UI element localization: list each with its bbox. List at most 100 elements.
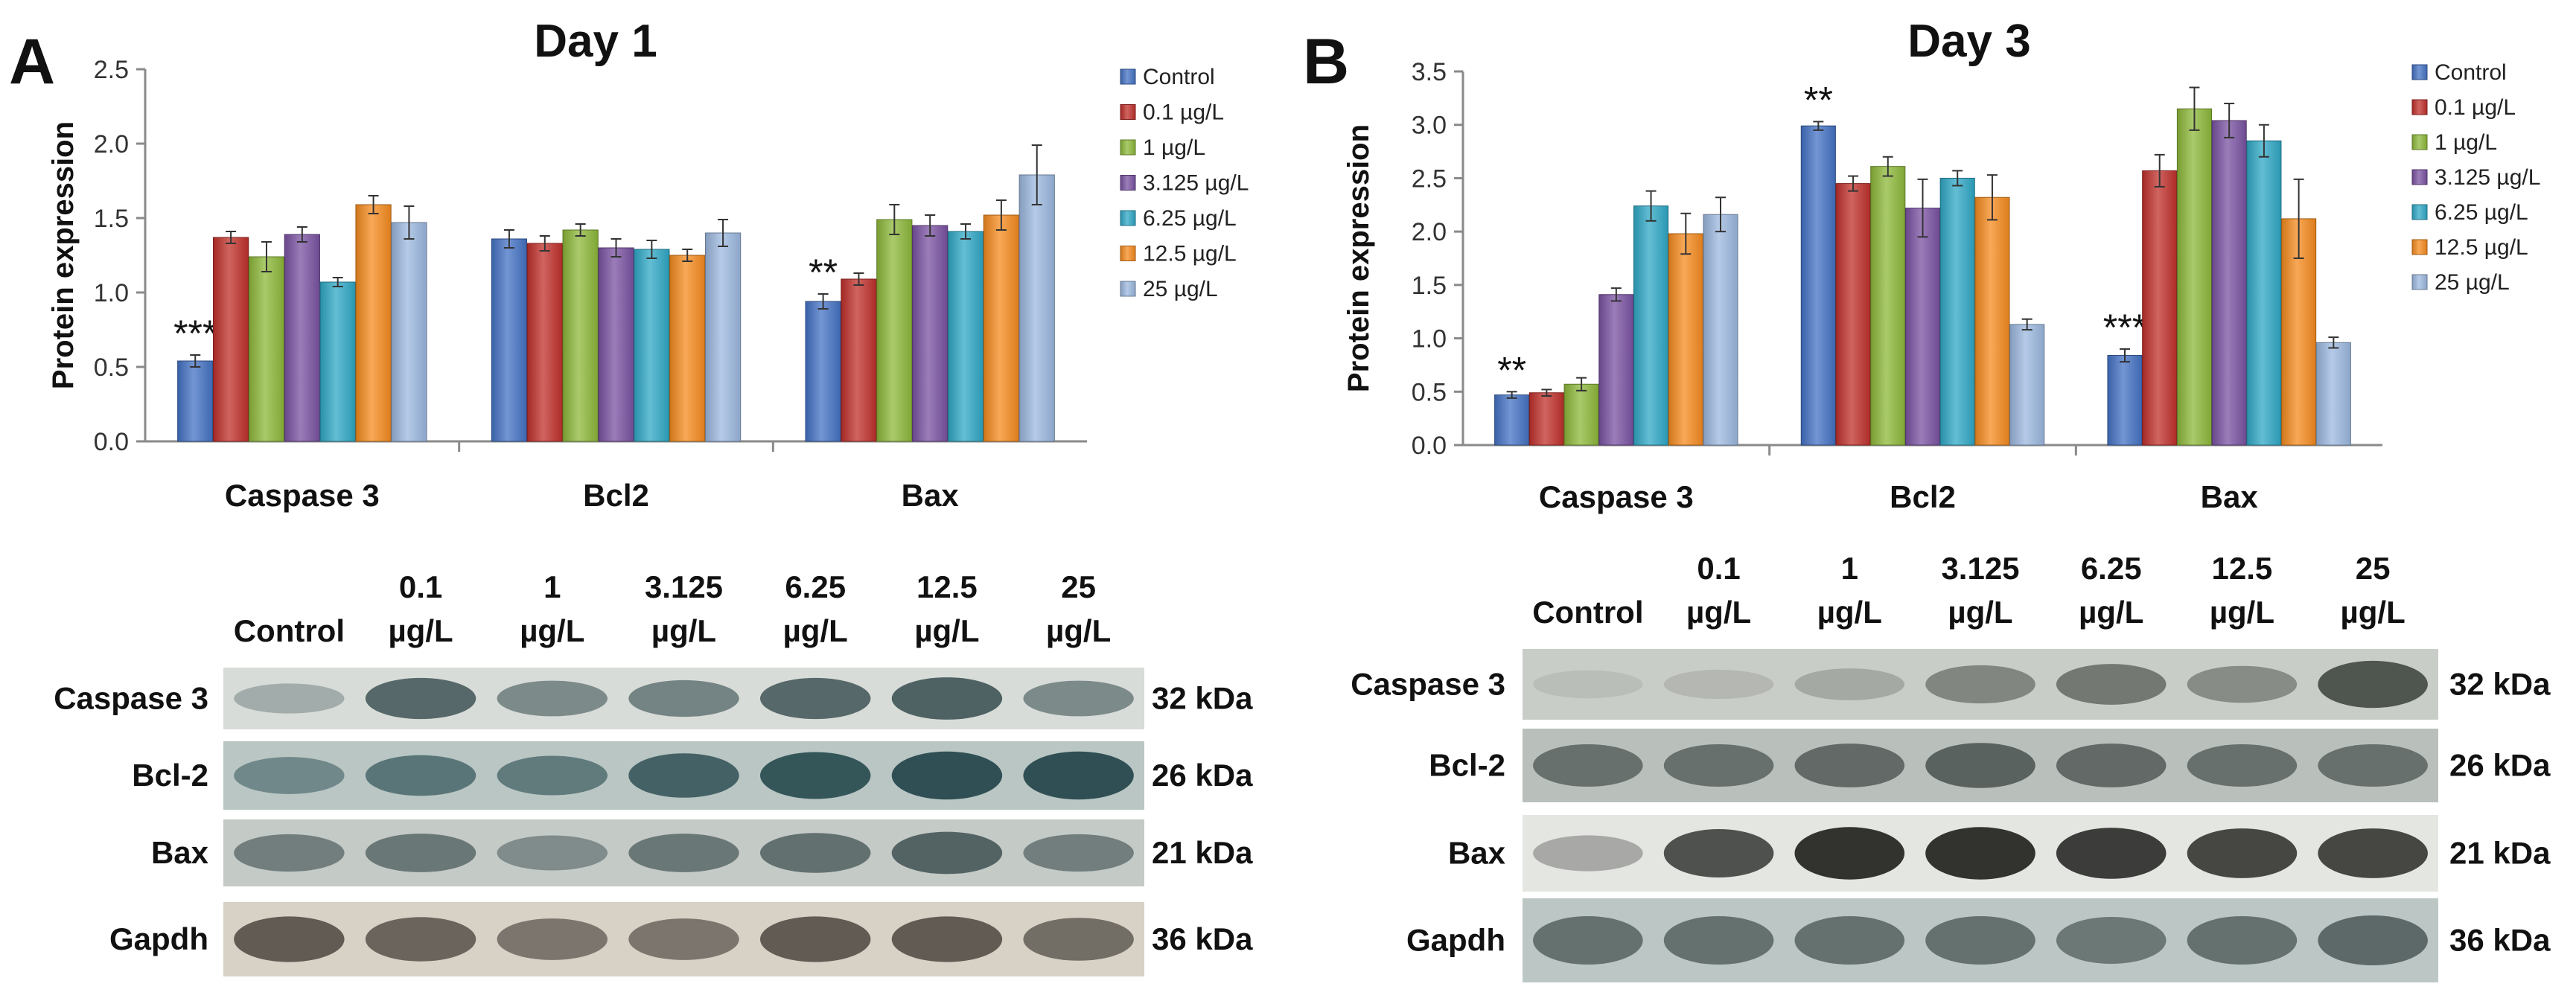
- panel-letter: A: [9, 26, 55, 97]
- blot-band: [628, 918, 739, 960]
- y-axis-label: Protein expression: [1342, 124, 1375, 392]
- legend-swatch: [2411, 99, 2428, 115]
- blot-band: [2056, 916, 2167, 965]
- bar: [177, 360, 214, 442]
- bar: [598, 247, 634, 442]
- legend-label: 6.25 µg/L: [2435, 200, 2528, 225]
- bar: [1800, 125, 1836, 446]
- blot-band: [1533, 835, 1643, 872]
- lane-label: Control: [1532, 595, 1643, 630]
- bar: [562, 229, 599, 442]
- category-label: Bcl2: [583, 478, 649, 513]
- legend-label: 0.1 µg/L: [1143, 100, 1224, 125]
- blot-band: [891, 677, 1003, 720]
- blot-band: [1533, 670, 1643, 699]
- y-tick-label: 2.5: [1412, 164, 1447, 193]
- category-label: Bax: [902, 478, 960, 513]
- blot-band: [365, 677, 476, 720]
- bar: [2009, 324, 2045, 446]
- protein-label: Gapdh: [1406, 923, 1505, 958]
- y-tick-label: 1.0: [94, 279, 129, 307]
- panel-letter: B: [1303, 26, 1349, 97]
- legend-label: 12.5 µg/L: [1143, 242, 1237, 266]
- blot-band: [1925, 743, 2035, 788]
- blot-band: [1794, 915, 1905, 965]
- bar: [704, 232, 742, 442]
- blot-band: [1794, 744, 1905, 787]
- legend-swatch: [2411, 134, 2428, 150]
- lane-label: µg/L: [520, 613, 584, 648]
- blot-band: [1023, 751, 1134, 800]
- blot-band: [365, 834, 476, 872]
- legend-label: Control: [1143, 65, 1215, 89]
- bar: [1904, 208, 1941, 446]
- category-label: Caspase 3: [1539, 479, 1694, 514]
- bar: [391, 222, 427, 442]
- y-tick-label: 1.5: [94, 205, 129, 233]
- kda-label: 36 kDa: [2449, 923, 2551, 958]
- y-tick-label: 3.0: [1412, 112, 1447, 140]
- blot-band: [891, 751, 1003, 800]
- legend-label: 1 µg/L: [2435, 130, 2497, 155]
- legend-label: 6.25 µg/L: [1143, 206, 1237, 231]
- chart-panel-b: B Day 3 0.0 0.5 1.0 1.5 2.0 2.5 3.0 3.5 Protein ex…: [1303, 16, 2540, 514]
- protein-label: Bcl-2: [1429, 748, 1505, 783]
- y-tick-label: 2.5: [94, 56, 129, 84]
- blot-band: [1023, 680, 1134, 717]
- significance-marker: ***: [2103, 307, 2146, 348]
- lane-label: 12.5: [2212, 551, 2273, 586]
- legend-swatch: [1120, 175, 1136, 191]
- blot-band: [759, 752, 871, 799]
- blot-band: [891, 831, 1003, 874]
- blot-band: [1533, 915, 1643, 965]
- bar: [526, 243, 563, 442]
- lane-label: µg/L: [1817, 595, 1882, 630]
- blot-band: [234, 683, 345, 714]
- legend-swatch: [1120, 68, 1136, 85]
- lane-label: µg/L: [2079, 595, 2143, 630]
- bar: [1633, 205, 1669, 446]
- bar: [1668, 233, 1703, 446]
- category-label: Bax: [2201, 479, 2259, 514]
- significance-marker: ***: [173, 313, 217, 354]
- legend-swatch: [2411, 64, 2428, 80]
- blot-band: [759, 833, 871, 873]
- legend-swatch: [1120, 104, 1136, 120]
- bar: [319, 281, 356, 442]
- blot-band: [1023, 918, 1134, 961]
- blot-band: [1925, 665, 2035, 704]
- bar: [634, 249, 670, 442]
- lane-label: 1: [1841, 551, 1858, 586]
- kda-label: 32 kDa: [2449, 667, 2551, 702]
- y-tick-label: 2.0: [1412, 218, 1447, 246]
- lane-label: µg/L: [2210, 595, 2274, 630]
- lane-label: µg/L: [1948, 595, 2012, 630]
- protein-label: Caspase 3: [1351, 667, 1505, 702]
- blot-band: [2056, 828, 2167, 879]
- blot-band: [1794, 827, 1905, 880]
- lane-label: 25: [1061, 569, 1096, 604]
- bar: [1939, 177, 1975, 446]
- blot-band: [2318, 744, 2428, 787]
- blot-band: [2187, 915, 2298, 965]
- legend-swatch: [2411, 239, 2428, 255]
- bar: [983, 214, 1019, 442]
- blot-band: [365, 755, 476, 796]
- legend-label: 0.1 µg/L: [2435, 95, 2516, 120]
- legend-label: 3.125 µg/L: [2435, 165, 2540, 190]
- y-tick-label: 0.0: [1412, 432, 1447, 460]
- bar: [1870, 166, 1906, 446]
- bar: [2246, 140, 2282, 446]
- y-tick-label: 0.5: [1412, 378, 1447, 406]
- bar: [947, 231, 984, 442]
- blot-band: [628, 834, 739, 872]
- legend-swatch: [1120, 281, 1136, 297]
- bar: [248, 256, 285, 442]
- significance-marker: **: [809, 252, 838, 293]
- bar: [805, 301, 841, 442]
- bar: [1018, 174, 1055, 442]
- bar: [1974, 196, 2010, 446]
- bar: [491, 238, 528, 442]
- bar: [841, 278, 877, 442]
- bar: [2315, 342, 2351, 446]
